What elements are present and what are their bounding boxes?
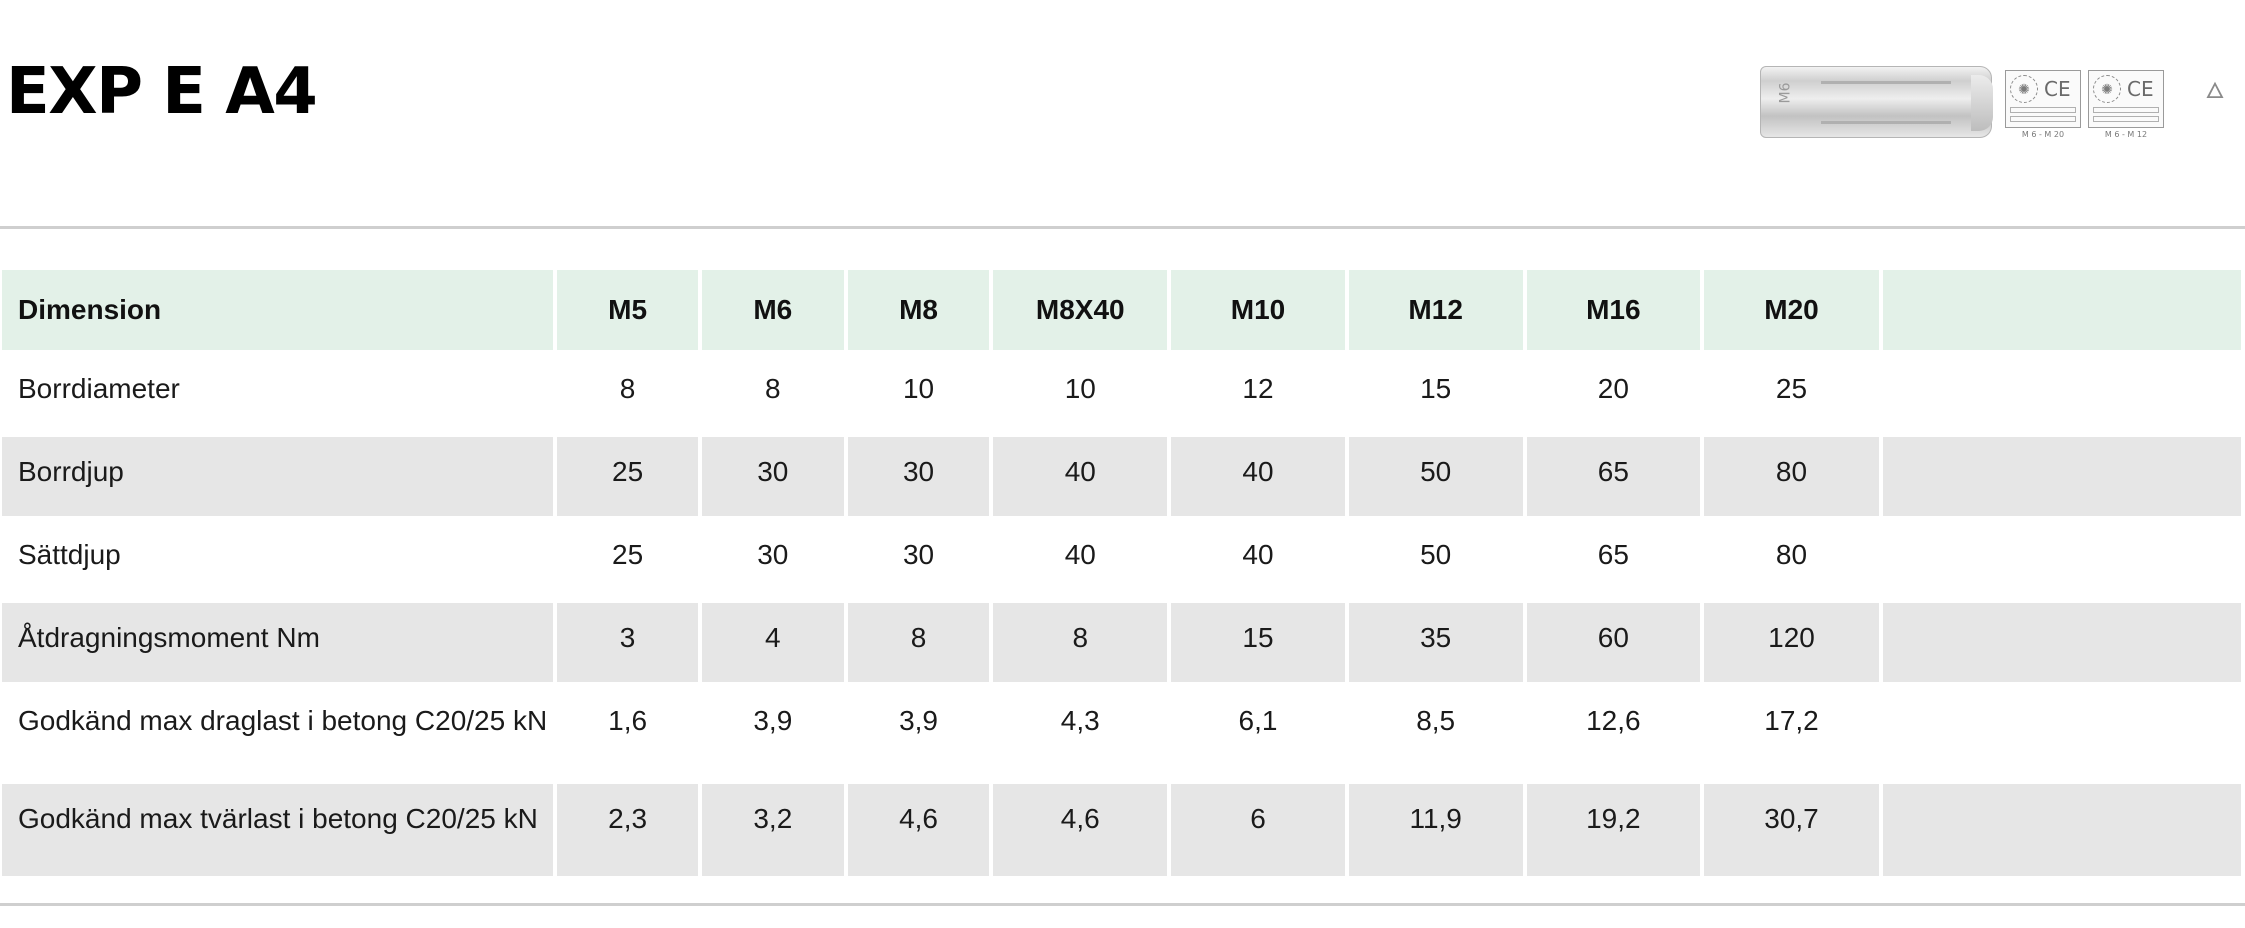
table-header-row: Dimension M5 M6 M8 M8X40 M10 M12 M16 M20: [2, 270, 2241, 350]
row-label: Godkänd max draglast i betong C20/25 kN: [2, 686, 554, 780]
table-cell: 25: [557, 437, 698, 516]
table-cell: 4,3: [993, 686, 1168, 780]
table-cell: 120: [1704, 603, 1879, 682]
eta-certificate-icon: ✺ CE: [2005, 70, 2081, 128]
column-header-dimension: Dimension: [2, 270, 554, 350]
table-row: Godkänd max draglast i betong C20/25 kN …: [2, 686, 2241, 780]
table-cell: 12,6: [1526, 686, 1701, 780]
table-cell: [1882, 784, 2241, 876]
table-cell: 3,2: [701, 784, 844, 876]
table-cell: 60: [1526, 603, 1701, 682]
table-cell: 25: [557, 520, 698, 599]
table-row: Åtdragningsmoment Nm 3 4 8 8 15 35 60 12…: [2, 603, 2241, 682]
table-cell: 40: [993, 437, 1168, 516]
table-cell: 25: [1704, 354, 1879, 433]
column-header: M20: [1704, 270, 1879, 350]
table-cell: 65: [1526, 520, 1701, 599]
table-cell: 4,6: [847, 784, 990, 876]
table-cell: 11,9: [1348, 784, 1523, 876]
table-cell: 3,9: [847, 686, 990, 780]
table-cell: 65: [1526, 437, 1701, 516]
table-cell: 12: [1171, 354, 1345, 433]
column-header: M6: [701, 270, 844, 350]
column-header: M16: [1526, 270, 1701, 350]
table-cell: 35: [1348, 603, 1523, 682]
table-cell: 80: [1704, 520, 1879, 599]
anchor-product-image: M6: [1760, 66, 1993, 138]
table-cell: 8: [701, 354, 844, 433]
table-cell: 3,9: [701, 686, 844, 780]
certificate-range-label: M 6 - M 12: [2104, 130, 2148, 139]
table-cell: 10: [993, 354, 1168, 433]
table-cell: 6,1: [1171, 686, 1345, 780]
table-cell: 4: [701, 603, 844, 682]
table-cell: 30: [701, 437, 844, 516]
table-cell: 50: [1348, 437, 1523, 516]
column-header: M8X40: [993, 270, 1168, 350]
table-cell: 20: [1526, 354, 1701, 433]
table-cell: 40: [1171, 520, 1345, 599]
row-label: Borrdiameter: [2, 354, 554, 433]
column-header: M10: [1171, 270, 1345, 350]
table-cell: [1882, 437, 2241, 516]
product-badges: M6 ✺ CE M 6 - M 20 ✺ CE M 6 - M 12 🜂: [1760, 62, 2230, 142]
table-cell: [1882, 686, 2241, 780]
table-cell: 17,2: [1704, 686, 1879, 780]
row-label: Borrdjup: [2, 437, 554, 516]
table-cell: 6: [1171, 784, 1345, 876]
eu-star-icon: ✺: [2093, 75, 2121, 103]
table-cell: 30: [847, 437, 990, 516]
column-header: M12: [1348, 270, 1523, 350]
table-cell: 8: [557, 354, 698, 433]
table-cell: [1882, 520, 2241, 599]
table-cell: 1,6: [557, 686, 698, 780]
table-cell: 8,5: [1348, 686, 1523, 780]
ce-mark-icon: CE: [2044, 77, 2071, 101]
table-row: Borrdjup 25 30 30 40 40 50 65 80: [2, 437, 2241, 516]
table-cell: 50: [1348, 520, 1523, 599]
row-label: Sättdjup: [2, 520, 554, 599]
table-row: Godkänd max tvärlast i betong C20/25 kN …: [2, 784, 2241, 876]
table-row: Sättdjup 25 30 30 40 40 50 65 80: [2, 520, 2241, 599]
page-title: EXP E A4: [6, 55, 318, 129]
table-cell: 15: [1171, 603, 1345, 682]
divider: [0, 903, 2245, 906]
product-mark: M6: [1777, 82, 1794, 104]
table-cell: 10: [847, 354, 990, 433]
column-header: M8: [847, 270, 990, 350]
column-header: M5: [557, 270, 698, 350]
divider: [0, 226, 2245, 229]
table-cell: 3: [557, 603, 698, 682]
table-cell: 19,2: [1526, 784, 1701, 876]
eu-star-icon: ✺: [2010, 75, 2038, 103]
fire-rating-icon: 🜂: [2205, 78, 2225, 103]
table-cell: 4,6: [993, 784, 1168, 876]
table-cell: 40: [993, 520, 1168, 599]
row-label: Åtdragningsmoment Nm: [2, 603, 554, 682]
eta-certificate-icon: ✺ CE: [2088, 70, 2164, 128]
table-cell: 80: [1704, 437, 1879, 516]
table-cell: 15: [1348, 354, 1523, 433]
table-cell: 30,7: [1704, 784, 1879, 876]
table-cell: 40: [1171, 437, 1345, 516]
ce-mark-icon: CE: [2127, 77, 2154, 101]
table-cell: 30: [701, 520, 844, 599]
row-label: Godkänd max tvärlast i betong C20/25 kN: [2, 784, 554, 876]
table-cell: [1882, 354, 2241, 433]
column-header: [1882, 270, 2241, 350]
specification-table: Dimension M5 M6 M8 M8X40 M10 M12 M16 M20…: [0, 266, 2245, 880]
table-cell: 8: [847, 603, 990, 682]
table-cell: 30: [847, 520, 990, 599]
table-cell: [1882, 603, 2241, 682]
certificate-range-label: M 6 - M 20: [2021, 130, 2065, 139]
table-cell: 2,3: [557, 784, 698, 876]
table-row: Borrdiameter 8 8 10 10 12 15 20 25: [2, 354, 2241, 433]
table-cell: 8: [993, 603, 1168, 682]
